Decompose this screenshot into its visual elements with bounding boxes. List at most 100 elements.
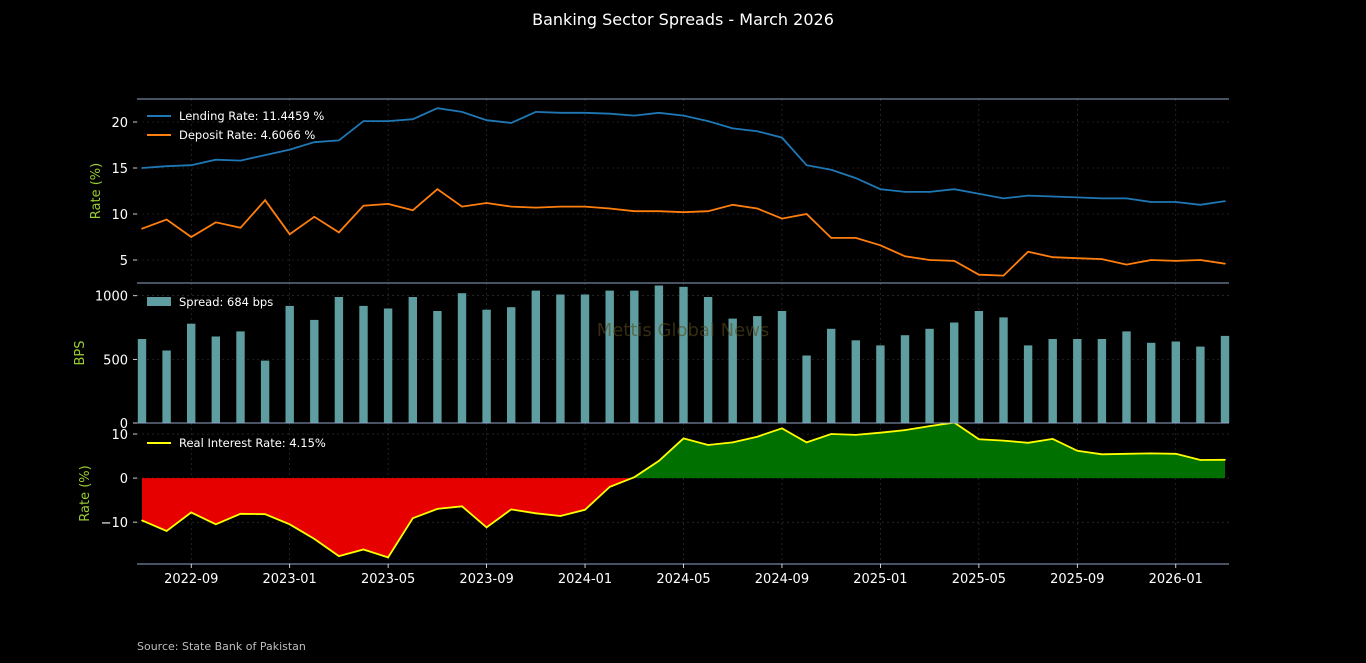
deposit-rate-point <box>559 205 562 208</box>
spread-bar <box>1073 339 1082 423</box>
real-rate-point <box>313 538 316 540</box>
lending-rate-point <box>1125 197 1128 200</box>
deposit-rate-point <box>658 210 660 213</box>
real-rate-point <box>1101 453 1103 456</box>
spread-bar <box>162 350 171 423</box>
real-rate-point <box>1027 442 1029 444</box>
lending-rate-point <box>239 159 242 162</box>
lending-rate-point <box>1199 204 1202 206</box>
spread-bar <box>1147 342 1156 423</box>
real-rate-point <box>485 526 488 529</box>
real-rate-point <box>830 433 832 435</box>
x-tick-label: 2025-05 <box>952 572 1006 587</box>
spread-bar <box>1171 341 1180 423</box>
real-rate-point <box>510 508 513 511</box>
real-rate-point <box>288 523 291 526</box>
spread-bar <box>580 294 590 423</box>
deposit-rate-point <box>805 213 808 215</box>
deposit-rate-point <box>313 215 316 218</box>
deposit-rate-point <box>239 227 242 229</box>
real-rate-point <box>461 505 463 508</box>
lending-rate-point <box>879 188 882 190</box>
spread-bar <box>187 323 196 423</box>
x-tick-label: 2024-01 <box>558 572 612 587</box>
real-rate-legend-label: Real Interest Rate: 4.15% <box>179 436 326 450</box>
spread-bar <box>531 290 540 423</box>
deposit-rate-point <box>387 203 389 205</box>
spread-bar <box>777 311 787 423</box>
real-rate-point <box>535 512 537 515</box>
spread-bar <box>137 339 147 423</box>
real-rate-point <box>731 441 734 444</box>
real-rate-point <box>141 519 143 522</box>
deposit-rate-point <box>485 202 488 204</box>
deposit-rate-point <box>608 207 611 210</box>
real-rate-point <box>190 511 193 514</box>
lending-rate-point <box>854 177 857 179</box>
spread-bar <box>1097 339 1107 423</box>
lending-rate-legend-label: Lending Rate: 11.4459 % <box>179 109 324 123</box>
real-rate-point <box>658 460 660 462</box>
spread-bar <box>950 322 959 423</box>
real-rate-point <box>1224 458 1226 461</box>
x-tick-label: 2023-09 <box>459 572 513 587</box>
real-rate-point <box>682 437 685 440</box>
lending-rate-point <box>338 139 340 142</box>
lending-rate-point <box>830 169 832 171</box>
real-rate-point <box>707 444 709 446</box>
spread-bar <box>310 319 319 423</box>
y-tick-label: 15 <box>111 162 128 177</box>
deposit-rate-point <box>141 227 143 230</box>
lending-rate-point <box>411 118 414 121</box>
real-rate-point <box>781 427 783 430</box>
x-tick-label: 2023-05 <box>361 572 415 587</box>
spread-bar <box>900 335 910 423</box>
deposit-rate-point <box>264 199 266 201</box>
spread-bar <box>703 297 713 423</box>
real-rate-point <box>436 508 439 510</box>
lending-rate-point <box>1174 201 1177 203</box>
deposit-rate-point <box>1174 260 1177 262</box>
real-rate-point <box>1125 453 1128 455</box>
deposit-rate-point <box>978 273 980 276</box>
spread-legend-label: Spread: 684 bps <box>179 295 273 309</box>
x-tick-label: 2023-01 <box>263 572 317 587</box>
spread-bar <box>654 285 664 423</box>
deposit-rate-point <box>215 221 217 224</box>
lending-rate-point <box>707 120 709 122</box>
real-rate-point <box>215 523 217 526</box>
real-rate-point <box>584 509 586 511</box>
real-rate-point <box>165 530 168 532</box>
lending-rate-point <box>1076 196 1079 199</box>
deposit-rate-line <box>141 188 1226 277</box>
y-tick-label: 20 <box>111 116 128 131</box>
x-tick-label: 2022-09 <box>164 572 218 587</box>
spread-bar <box>260 360 270 423</box>
spread-bar <box>630 290 639 423</box>
real-rate-point <box>879 431 882 434</box>
y-axis-label: Rate (%) <box>78 465 93 521</box>
spread-bar <box>851 340 860 423</box>
deposit-rate-point <box>1076 257 1079 259</box>
lending-rate-point <box>904 191 906 193</box>
real-rate-point <box>904 429 906 431</box>
y-tick-label: 5 <box>120 254 128 269</box>
real-rate-point <box>1002 439 1005 442</box>
lending-rate-point <box>633 114 636 117</box>
y-tick-label: 1000 <box>95 290 128 305</box>
deposit-rate-point <box>731 204 734 206</box>
real-rate-point <box>756 435 759 438</box>
lending-rate-point <box>584 112 586 114</box>
lending-rate-point <box>781 136 783 139</box>
lending-rate-point <box>682 114 685 117</box>
spread-bar <box>285 305 294 423</box>
positive-area-fill <box>142 422 1225 479</box>
deposit-rate-point <box>854 237 857 239</box>
spread-bar <box>1023 345 1033 423</box>
lending-rate-point <box>141 167 143 169</box>
lending-rate-point <box>1002 197 1005 200</box>
lending-rate-point <box>387 120 389 122</box>
lending-rate-point <box>805 164 808 167</box>
spread-bar <box>556 294 565 423</box>
